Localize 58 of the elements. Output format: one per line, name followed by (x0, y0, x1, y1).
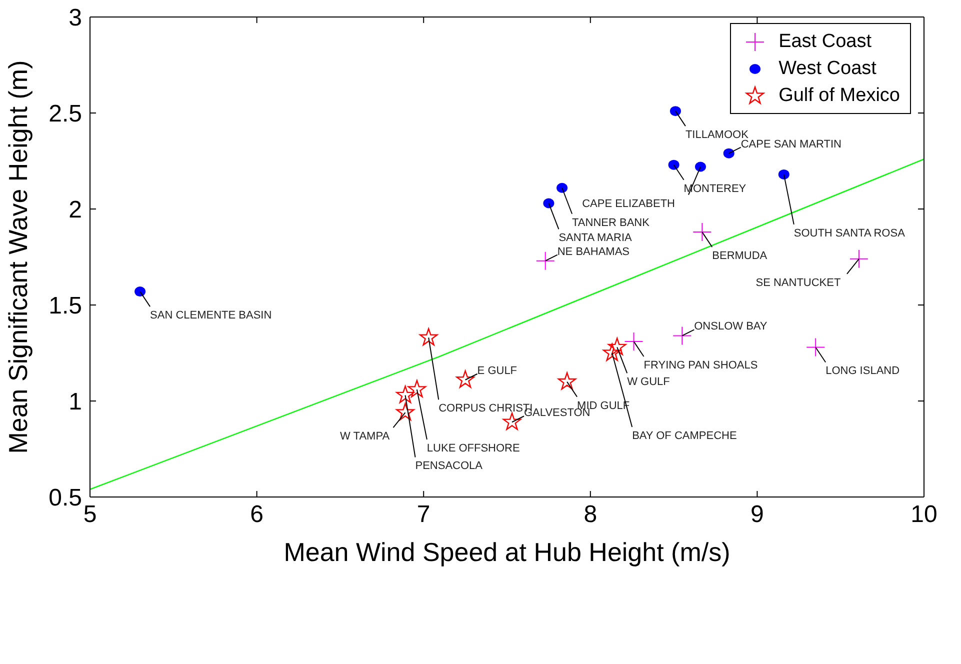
point (602, 343, 622, 361)
x-tick-label: 10 (910, 501, 938, 528)
point (556, 182, 568, 193)
x-tick-label: 7 (416, 501, 430, 528)
point (536, 251, 555, 270)
point (408, 380, 426, 398)
annotation: BAY OF CAMPECHE (632, 430, 737, 442)
annotation: CAPE SAN MARTIN (740, 138, 842, 150)
y-tick-label: 1 (68, 388, 82, 416)
point (624, 332, 644, 351)
annotation: W TAMPA (340, 430, 390, 443)
point (672, 326, 692, 346)
annotation: SOUTH SANTA ROSA (794, 227, 906, 240)
x-axis-title: Mean Wind Speed at Hub Height (m/s) (284, 537, 730, 567)
x-tick-label: 9 (750, 501, 764, 528)
annotation: CAPE ELIZABETH (582, 198, 676, 210)
legend-label: West Coast (778, 58, 876, 80)
point (396, 402, 414, 420)
y-tick-label: 2.5 (48, 100, 82, 128)
point (456, 370, 474, 388)
y-tick-label: 0.5 (48, 484, 82, 512)
annotation: LONG ISLAND (826, 365, 900, 378)
x-tick-label: 8 (584, 501, 598, 528)
annotation: BERMUDA (712, 250, 768, 262)
point (668, 160, 680, 170)
y-tick-label: 1.5 (48, 292, 82, 320)
point (608, 338, 626, 356)
legend-label: East Coast (778, 30, 872, 52)
point (849, 249, 868, 268)
x-tick-label: 5 (83, 501, 97, 528)
point (419, 328, 438, 346)
point (670, 106, 681, 116)
annotation: FRYING PAN SHOALS (644, 359, 758, 372)
legend-label: Gulf of Mexico (778, 84, 900, 106)
annotation: NE BAHAMAS (557, 246, 630, 258)
point (543, 198, 554, 208)
point (502, 412, 522, 430)
point (134, 286, 146, 297)
annotation: W GULF (627, 376, 670, 388)
point (723, 148, 734, 158)
annotation: TANNER BANK (572, 216, 650, 229)
y-axis-title: Mean Significant Wave Height (m) (3, 60, 34, 454)
point (806, 338, 826, 357)
annotation: SAN CLEMENTE BASIN (150, 310, 272, 322)
annotation: ONSLOW BAY (694, 320, 768, 333)
annotation: PENSACOLA (415, 460, 484, 472)
point (396, 386, 414, 404)
annotation: LUKE OFFSHORE (426, 442, 520, 454)
y-tick-label: 2 (68, 196, 82, 224)
point (692, 222, 712, 242)
y-tick-label: 3 (68, 4, 82, 32)
point (558, 372, 576, 390)
annotation: SANTA MARIA (558, 232, 633, 244)
annotation: SE NANTUCKET (756, 276, 841, 289)
point (778, 169, 790, 180)
x-tick-label: 6 (250, 501, 264, 528)
point (694, 162, 706, 172)
annotation: E GULF (477, 364, 518, 377)
